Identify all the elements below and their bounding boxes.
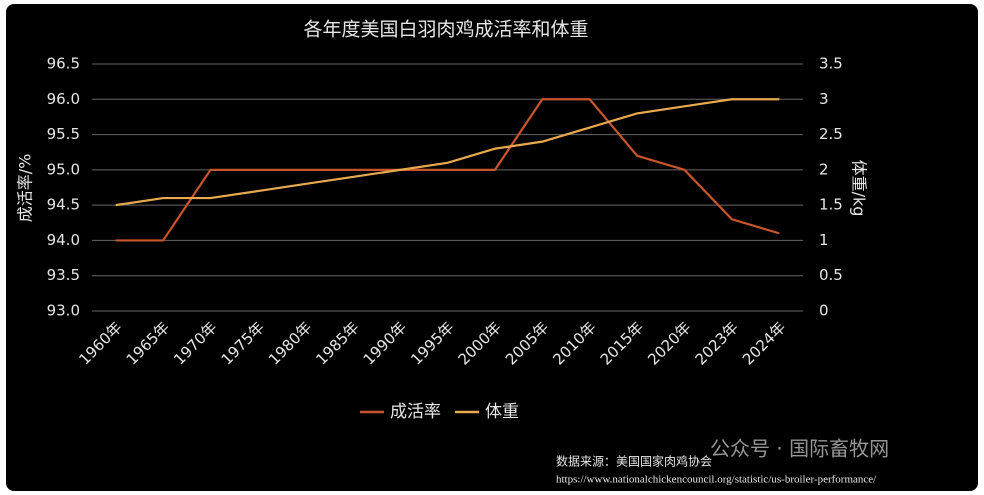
source: 数据来源：美国国家肉鸡协会 (556, 454, 712, 469)
legend-label: 成活率 (390, 402, 441, 422)
y-tick-label: 95.0 (47, 160, 80, 178)
series-line (115, 98, 780, 242)
y-axis-label: 成活率/% (16, 154, 35, 223)
series-line (115, 98, 780, 207)
y2-tick-label: 2 (819, 160, 829, 178)
y2-tick-label: 0.5 (819, 266, 843, 284)
y2-tick-label: 0 (819, 302, 829, 320)
y2-tick-label: 1 (819, 231, 829, 249)
y-tick-label: 95.5 (47, 125, 80, 143)
y-tick-label: 93.0 (47, 302, 80, 320)
y2-tick-label: 3.5 (819, 55, 843, 73)
y-tick-label: 94.0 (47, 231, 80, 249)
y-tick-label: 96.0 (47, 90, 80, 108)
watermark: 公众号 · 国际畜牧网 (710, 437, 889, 461)
background (6, 4, 978, 491)
legend-label: 体重 (485, 402, 519, 422)
y-tick-label: 96.5 (47, 55, 80, 73)
y2-tick-label: 1.5 (819, 196, 843, 214)
chart-title: 各年度美国白羽肉鸡成活率和体重 (303, 19, 588, 41)
y-tick-label: 94.5 (47, 196, 80, 214)
y2-tick-label: 2.5 (819, 125, 843, 143)
source-url: https://www.nationalchickencouncil.org/s… (556, 474, 877, 486)
y2-axis-label: 体重/kg (850, 160, 869, 217)
y2-tick-label: 3 (819, 90, 829, 108)
y-tick-label: 93.5 (47, 266, 80, 284)
